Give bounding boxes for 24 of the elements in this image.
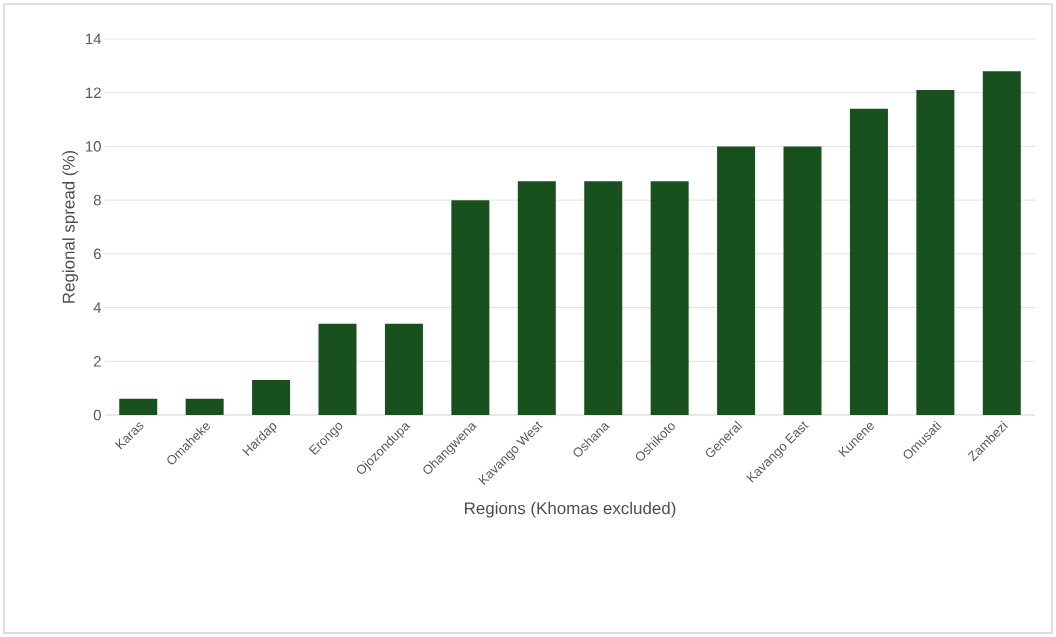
bar <box>451 200 490 415</box>
bar <box>783 146 822 415</box>
y-axis-title: Regional spread (%) <box>62 150 79 303</box>
bar <box>650 181 689 415</box>
bar <box>119 398 158 415</box>
bar <box>717 146 756 415</box>
y-tick-label: 8 <box>93 194 101 206</box>
bar <box>185 398 224 415</box>
bar <box>916 90 955 415</box>
y-tick-label: 10 <box>86 141 101 152</box>
bar <box>982 71 1021 415</box>
y-tick-label: 6 <box>93 248 101 260</box>
y-tick-label: 4 <box>93 302 102 313</box>
bar <box>849 108 888 415</box>
y-tick-label: 0 <box>93 409 101 421</box>
y-tick-label: 12 <box>86 87 101 98</box>
bar <box>384 323 423 415</box>
bar <box>252 380 291 415</box>
bar <box>517 181 556 415</box>
bar <box>318 323 357 415</box>
y-tick-label: 14 <box>86 33 102 45</box>
y-tick-label: 2 <box>93 356 101 367</box>
bar <box>584 181 623 415</box>
x-axis-title: Regions (Khomas excluded) <box>465 501 676 518</box>
